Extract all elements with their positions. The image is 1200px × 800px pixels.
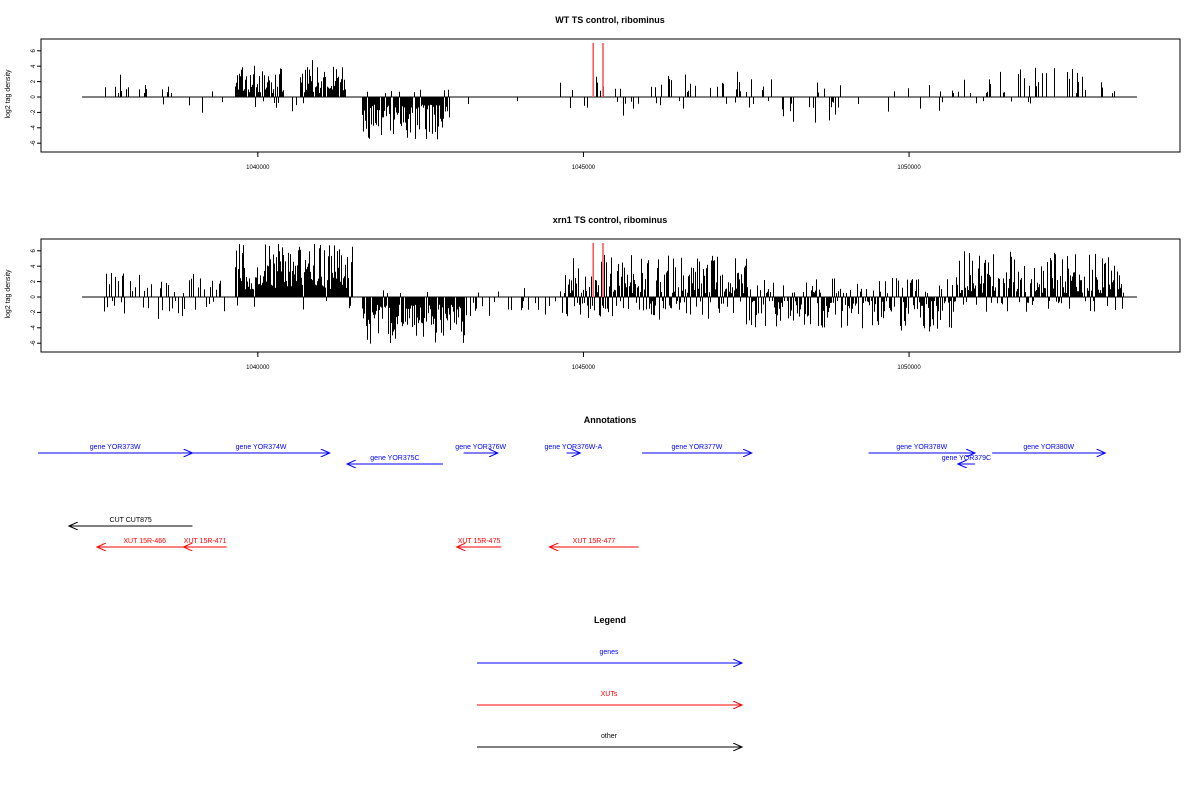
- chart-wt-ytick-label: 6: [31, 48, 37, 52]
- annotation-label-1: gene YOR374W: [236, 444, 287, 451]
- annotation-label-11: XUT 15R-471: [184, 538, 227, 545]
- chart-wt-xtick-label: 1045000: [572, 165, 596, 171]
- chart-xrn1-ytick-label: -2: [31, 309, 37, 315]
- chart-wt-xtick-label: 1050000: [897, 165, 921, 171]
- chart-wt-ytick-label: 0: [31, 95, 37, 99]
- chart-xrn1-highlights: [592, 243, 604, 297]
- chart-xrn1-xtick-label: 1045000: [572, 365, 596, 371]
- chart-wt-ytick-label: -6: [31, 140, 37, 146]
- annotation-label-10: XUT 15R-466: [123, 538, 166, 545]
- chart-wt-ylabel: log2 tag density: [5, 69, 12, 119]
- chart-xrn1-ytick-label: 4: [31, 264, 37, 268]
- chart-xrn1: xrn1 TS control, ribominus log2 tag dens…: [5, 215, 1181, 371]
- annotation-label-0: gene YOR373W: [90, 444, 141, 451]
- chart-xrn1-ytick-label: -6: [31, 340, 37, 346]
- chart-wt-highlights: [592, 43, 604, 97]
- chart-wt-frame: [40, 38, 1181, 153]
- annotation-features: gene YOR373W gene YOR374W gene YOR375C gene…: [38, 444, 1105, 547]
- chart-wt-axes: -6 -4 -2 0 2 4 6 1040000 1045000 1050000: [31, 48, 921, 171]
- annotation-label-9: CUT CUT875: [110, 517, 152, 524]
- annotation-label-2: gene YOR375C: [370, 455, 419, 462]
- chart-wt-bars: [82, 60, 1137, 140]
- chart-xrn1-title: xrn1 TS control, ribominus: [553, 215, 668, 225]
- chart-xrn1-frame: [40, 238, 1181, 353]
- chart-xrn1-ytick-label: 6: [31, 248, 37, 252]
- legend-label-genes: genes: [599, 649, 619, 656]
- annotation-label-8: gene YOR380W: [1023, 444, 1074, 451]
- chart-wt-title: WT TS control, ribominus: [555, 15, 665, 25]
- chart-wt: WT TS control, ribominus log2 tag densit…: [5, 15, 1181, 171]
- annotation-label-7: gene YOR379C: [942, 455, 991, 462]
- annotations-title: Annotations: [584, 415, 637, 425]
- chart-xrn1-density-bars: [104, 243, 1124, 344]
- annotation-label-6: gene YOR378W: [896, 444, 947, 451]
- legend-label-other: other: [601, 733, 618, 740]
- chart-wt-ytick-label: -2: [31, 109, 37, 115]
- annotation-label-12: XUT 15R-475: [458, 538, 501, 545]
- legend-panel: Legend genes XUTs other: [477, 615, 742, 747]
- annotation-label-3: gene YOR376W: [455, 444, 506, 451]
- annotations-panel: Annotations gene YOR373W gene YOR374Wgene…: [38, 415, 1105, 547]
- chart-xrn1-axes: -6 -4 -2 0 2 4 6 1040000 1045000 1050000: [31, 248, 921, 371]
- chart-wt-ytick-label: 4: [31, 64, 37, 68]
- chart-wt-ytick-label: 2: [31, 79, 37, 83]
- chart-wt-xtick-label: 1040000: [246, 165, 270, 171]
- annotation-label-13: XUT 15R-477: [573, 538, 616, 545]
- annotation-label-5: gene YOR377W: [672, 444, 723, 451]
- chart-wt-ytick-label: -4: [31, 124, 37, 130]
- annotation-label-4: gene YOR376W-A: [545, 444, 603, 451]
- chart-xrn1-ytick-label: 0: [31, 295, 37, 299]
- legend-title: Legend: [594, 615, 626, 625]
- chart-xrn1-xtick-label: 1050000: [897, 365, 921, 371]
- chart-wt-density-bars: [105, 60, 1115, 140]
- legend-label-XUTs: XUTs: [601, 691, 618, 698]
- chart-xrn1-xtick-label: 1040000: [246, 365, 270, 371]
- chart-xrn1-bars: [82, 243, 1137, 344]
- legend-items: genes XUTs other: [477, 649, 742, 747]
- chart-xrn1-ytick-label: 2: [31, 279, 37, 283]
- chart-xrn1-ylabel: log2 tag density: [5, 269, 12, 319]
- chart-xrn1-ytick-label: -4: [31, 324, 37, 330]
